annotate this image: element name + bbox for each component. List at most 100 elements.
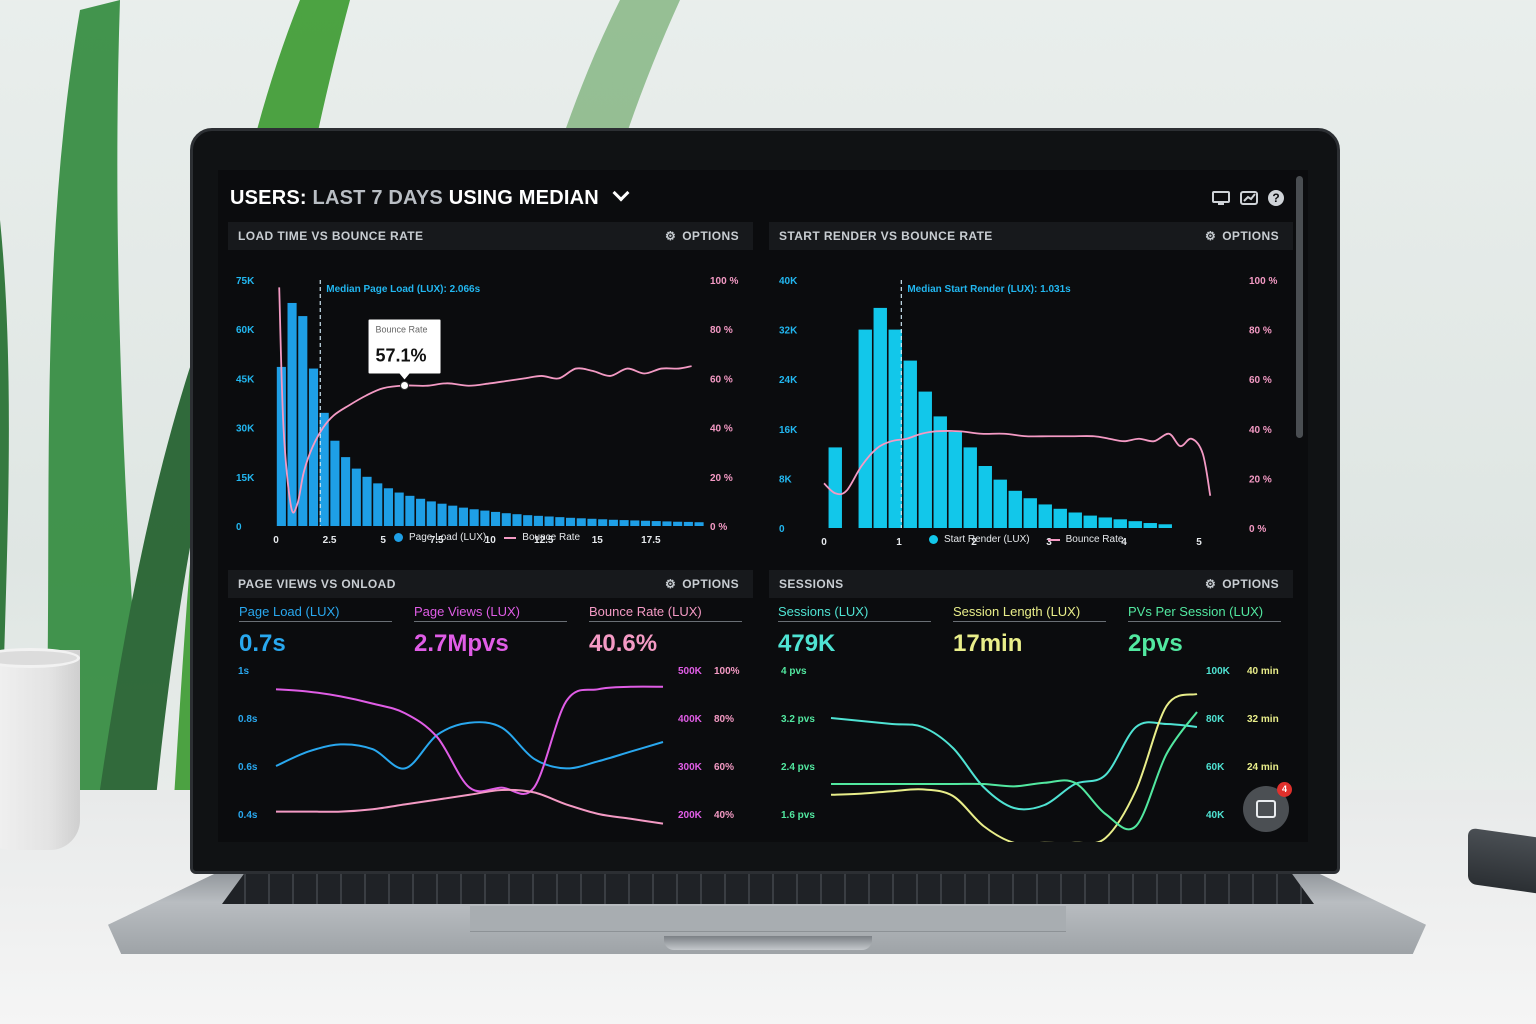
kpi-pvs-per-session[interactable]: PVs Per Session (LUX) [1128,604,1281,622]
histogram-bar [1143,523,1157,528]
gear-icon: ⚙ [1205,577,1217,591]
x-tick-label: 0 [273,535,279,546]
x-tick-label: 10 [485,535,497,546]
options-button[interactable]: ⚙ OPTIONS [665,577,739,591]
tooltip-title: Bounce Rate [376,325,428,335]
median-label: Median Page Load (LUX): 2.066s [326,284,480,295]
histogram-bar [640,520,651,526]
gear-icon: ⚙ [1205,229,1217,243]
y-tick-label: 0 [779,524,785,535]
tooltip-value: 57.1% [376,346,427,366]
y-tick-label: 0.4s [238,810,258,821]
panel-title: SESSIONS [779,577,844,591]
coffee-mug-rim [0,648,80,668]
histogram-bar [373,483,383,526]
x-tick-label: 3 [1046,537,1052,548]
kpi-label: PVs Per Session (LUX) [1128,604,1264,619]
y-right-tick-label: 40K [1206,810,1225,821]
histogram-bar [948,431,962,528]
kpi-bounce-rate[interactable]: Bounce Rate (LUX) [589,604,742,622]
legend-item-page-load[interactable]: Page Load (LUX) [394,532,486,543]
y-tick-label: 24K [779,375,798,386]
panel-title: START RENDER VS BOUNCE RATE [779,229,993,243]
histogram-bar [298,316,308,526]
legend-label: Bounce Rate [1065,534,1124,545]
monitor-icon[interactable] [1212,190,1230,206]
kpi-value: 0.7s [239,630,286,657]
chat-icon [1256,800,1276,818]
options-label: OPTIONS [1222,229,1279,243]
y-tick-label: 16K [779,425,798,436]
histogram-bar [1053,508,1067,528]
chevron-down-icon[interactable] [612,184,630,202]
histogram-bar [963,447,977,528]
histogram-bar [1023,498,1037,528]
kpi-value: 479K [778,630,836,657]
kpi-label: Page Views (LUX) [414,604,520,619]
panel-header: PAGE VIEWS VS ONLOAD ⚙ OPTIONS [228,570,753,598]
x-tick-label: 15 [592,535,604,546]
scrollbar[interactable] [1296,176,1303,438]
kpi-value: 2pvs [1128,630,1183,657]
histogram-bar [673,521,683,526]
title-prefix: USERS: [230,187,307,209]
y-right-tick-label: 60K [1206,762,1225,773]
y-tick-label: 8K [779,474,793,485]
kpi-row: Page Load (LUX) Page Views (LUX) Bounce … [239,604,742,622]
kpi-label: Bounce Rate (LUX) [589,604,702,619]
legend-item-bounce-rate[interactable]: Bounce Rate [504,532,580,543]
panel-header: SESSIONS ⚙ OPTIONS [769,570,1293,598]
histogram-bar [1068,512,1082,528]
histogram-bar [576,518,586,526]
y-right-tick-label: 60% [714,762,734,773]
y-right-tick-label: 0 % [1249,524,1266,535]
y-right-tick-label: 40 % [1249,425,1272,436]
panel-sessions: SESSIONS ⚙ OPTIONS Sessions (LUX) Session… [769,570,1293,842]
y-right-tick-label: 100% [714,666,740,677]
dashboard-screen: USERS: LAST 7 DAYS USING MEDIAN ? LOAD T… [218,170,1308,842]
histogram-bar [1158,524,1172,528]
histogram-bar [888,329,902,528]
y-right-tick-label: 400K [678,714,703,725]
x-tick-label: 7.5 [430,535,444,546]
histogram-bar [351,468,361,526]
chart-icon[interactable] [1240,190,1258,206]
histogram-bar [1128,521,1142,528]
options-button[interactable]: ⚙ OPTIONS [1205,577,1279,591]
series-line-3 [831,711,1198,831]
histogram-bar [544,516,554,526]
laptop-touchpad [470,906,1066,932]
histogram-bar [437,503,447,526]
y-right-tick-label: 20 % [1249,474,1272,485]
histogram-bar [933,416,947,528]
kpi-page-load[interactable]: Page Load (LUX) [239,604,392,622]
legend-item-start-render[interactable]: Start Render (LUX) [929,534,1030,545]
histogram-bar [287,302,297,526]
chart-legend: Start Render (LUX) Bounce Rate [929,534,1123,545]
histogram-bar [394,492,404,526]
options-button[interactable]: ⚙ OPTIONS [1205,229,1279,243]
y-right-tick-label: 200K [678,810,703,821]
y-tick-label: 30K [236,424,255,435]
series-line-2 [275,685,664,795]
histogram-bar [565,517,576,526]
legend-item-bounce-rate[interactable]: Bounce Rate [1047,534,1124,545]
y-right-tick-label: 80% [714,714,734,725]
histogram-bar [598,519,608,526]
kpi-session-length[interactable]: Session Length (LUX) [953,604,1106,622]
tooltip-pointer [399,373,410,380]
page-title[interactable]: USERS: LAST 7 DAYS USING MEDIAN [230,184,630,210]
page-views-chart: 1s 0.8s 0.6s 0.4s 500K 400K 300K 200K 100% 80% 60%… [238,666,740,825]
histogram-bar [308,368,319,526]
help-icon[interactable]: ? [1268,190,1284,206]
x-tick-label: 1 [896,537,902,548]
y-right-tick-label: 100K [1206,666,1231,677]
coffee-mug [0,650,80,850]
histogram-bar [683,521,693,526]
kpi-page-views[interactable]: Page Views (LUX) [414,604,567,622]
options-button[interactable]: ⚙ OPTIONS [665,229,739,243]
histogram-bar [512,514,522,526]
median-label: Median Start Render (LUX): 1.031s [907,284,1071,295]
kpi-sessions[interactable]: Sessions (LUX) [778,604,931,622]
y-right-tick-label: 20 % [710,473,733,484]
